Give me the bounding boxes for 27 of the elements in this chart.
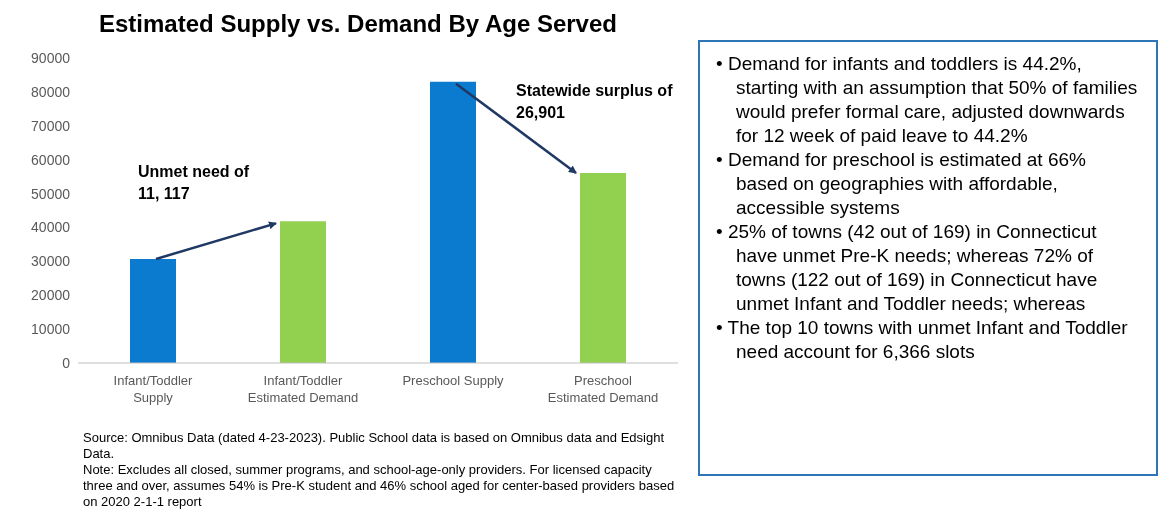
annotation: Statewide surplus of 26,901 bbox=[516, 80, 674, 123]
x-tick-label: Preschool Estimated Demand bbox=[547, 373, 659, 405]
y-tick-label: 70000 bbox=[31, 117, 71, 134]
bar bbox=[580, 172, 626, 363]
text: • Demand for preschool is estimated at 66% based on geographies with affordable, accessible systems bbox=[716, 148, 1087, 220]
x-tick-label: Infant/Toddler Estimated Demand bbox=[247, 373, 359, 405]
chart-title: Estimated Supply vs. Demand By Age Served bbox=[98, 10, 618, 38]
bar bbox=[130, 258, 176, 363]
bar bbox=[280, 221, 326, 363]
bar bbox=[430, 81, 476, 363]
y-tick-label: 30000 bbox=[31, 253, 71, 270]
text: Note: Excludes all closed, summer programs, and school-age-only providers. For licensed capacity three and over, assumes 54% is Pre-K student and 46% school aged for center-based providers based on 2020 2-1-1 report bbox=[83, 462, 676, 510]
y-tick-label: 0 bbox=[62, 354, 71, 371]
annotation: Unmet need of 11, 117 bbox=[138, 162, 251, 205]
y-tick-label: 80000 bbox=[31, 83, 71, 100]
y-tick-label: 10000 bbox=[31, 321, 71, 338]
text: • 25% of towns (42 out of 169) in Connecticut have unmet Pre-K needs; whereas 72% of towns (122 out of 169) in Connecticut have unmet Infant and Toddler needs; whereas bbox=[716, 220, 1099, 316]
source-note: Source: Omnibus Data (dated 4-23-2023). Public School data is based on Omnibus data and Edsight Data. bbox=[83, 430, 665, 462]
y-tick-label: 60000 bbox=[31, 151, 71, 168]
x-tick-label: Infant/Toddler Supply bbox=[113, 373, 194, 405]
text: • The top 10 towns with unmet Infant and Toddler need account for 6,366 slots bbox=[716, 316, 1129, 364]
text: • Demand for infants and toddlers is 44.2%, starting with an assumption that 50% of families would prefer formal care, adjusted downwards for 12 week of paid leave to 44.2% bbox=[716, 52, 1139, 148]
y-tick-label: 20000 bbox=[31, 287, 71, 304]
y-tick-label: 40000 bbox=[31, 219, 71, 236]
y-tick-label: 50000 bbox=[31, 185, 71, 202]
x-tick-label: Preschool Supply bbox=[402, 373, 505, 388]
y-tick-label: 90000 bbox=[31, 49, 71, 66]
